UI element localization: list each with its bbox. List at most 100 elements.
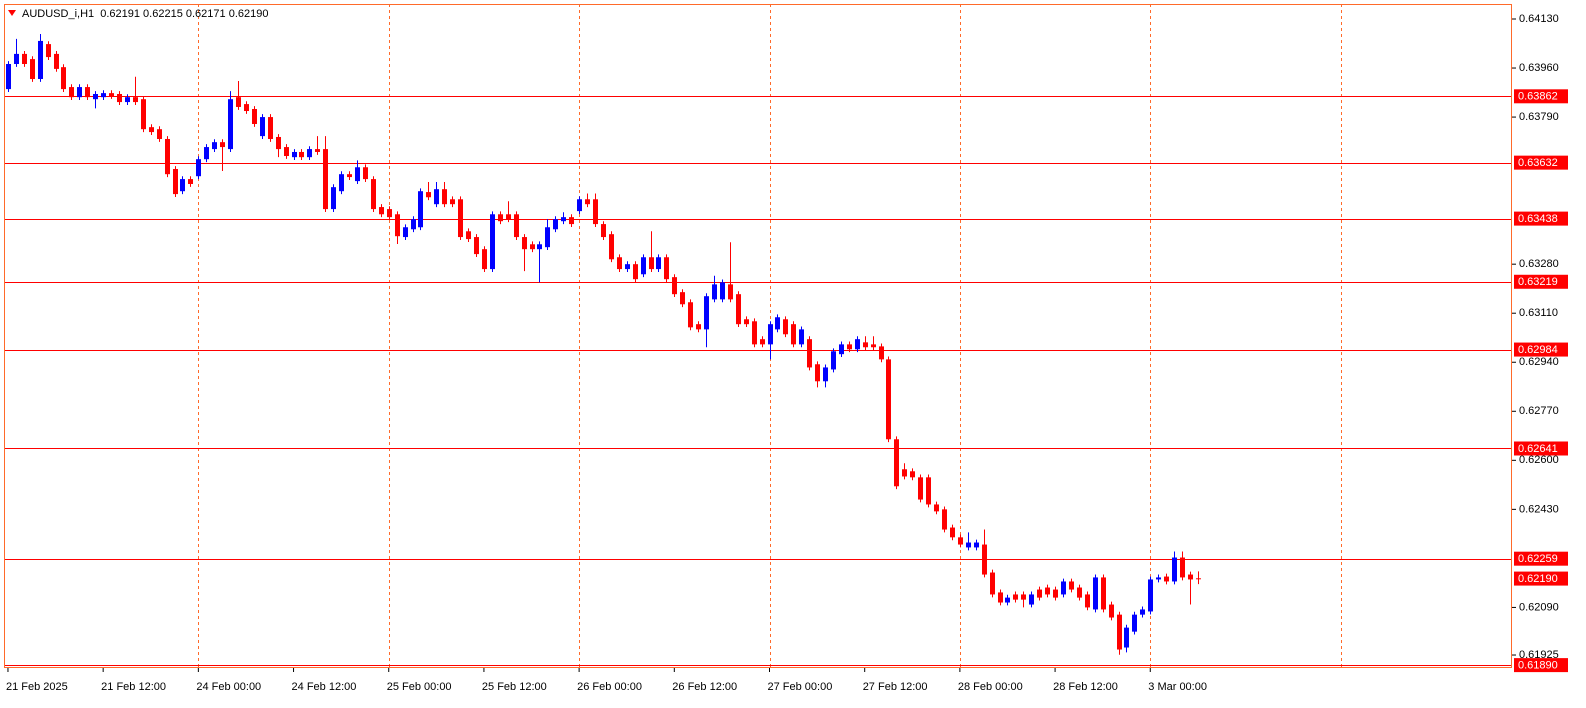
candle-body xyxy=(775,317,780,330)
candle-body xyxy=(1124,627,1129,648)
candle-body xyxy=(688,302,693,328)
y-tick-label: 0.63960 xyxy=(1519,62,1559,74)
candle-body xyxy=(244,104,249,112)
y-tick-label: 0.62770 xyxy=(1519,405,1559,417)
y-tick-label: 0.62600 xyxy=(1519,454,1559,466)
candle-body xyxy=(418,191,423,228)
x-tick-label: 27 Feb 00:00 xyxy=(768,681,833,693)
candle-body xyxy=(902,469,907,477)
candle-body xyxy=(339,174,344,192)
x-tick-label: 28 Feb 00:00 xyxy=(958,681,1023,693)
candle-body xyxy=(1101,577,1106,610)
candle-body xyxy=(1140,609,1145,615)
candle-body xyxy=(807,339,812,368)
candle-body xyxy=(85,87,90,98)
candle-body xyxy=(823,367,828,382)
candle-body xyxy=(958,537,963,545)
candle-body xyxy=(109,93,114,97)
candle-body xyxy=(1164,576,1169,582)
level-layer xyxy=(4,96,1512,666)
x-tick-label: 25 Feb 00:00 xyxy=(387,681,452,693)
candle-body xyxy=(299,151,304,158)
candle-body xyxy=(617,257,622,270)
candle-body xyxy=(236,97,241,107)
price-tag-label: 0.63438 xyxy=(1518,213,1558,225)
candle-body xyxy=(125,97,130,103)
candle-body xyxy=(815,364,820,382)
candle-body xyxy=(942,509,947,530)
candle-body xyxy=(387,209,392,218)
price-tag-label: 0.62984 xyxy=(1518,344,1558,356)
candle-body xyxy=(1196,578,1201,580)
candle-layer xyxy=(6,33,1201,655)
candle-body xyxy=(1021,594,1026,600)
candle-body xyxy=(133,97,138,103)
candle-body xyxy=(1093,577,1098,610)
candle-body xyxy=(577,199,582,212)
candle-body xyxy=(1045,587,1050,595)
price-tag-label: 0.62259 xyxy=(1518,553,1558,565)
candle-body xyxy=(426,192,431,198)
candle-body xyxy=(458,199,463,238)
candle-body xyxy=(791,324,796,345)
candle-body xyxy=(14,53,19,64)
x-tick-label: 24 Feb 12:00 xyxy=(292,681,357,693)
candle-body xyxy=(1085,594,1090,608)
candle-body xyxy=(934,504,939,512)
x-tick-label: 25 Feb 12:00 xyxy=(482,681,547,693)
candle-body xyxy=(482,249,487,270)
candle-body xyxy=(696,324,701,330)
candle-body xyxy=(720,282,725,300)
candle-body xyxy=(1148,579,1153,612)
candle-body xyxy=(736,294,741,325)
price-tag xyxy=(1514,342,1568,357)
price-tag-label: 0.63219 xyxy=(1518,276,1558,288)
candle-body xyxy=(879,346,884,360)
candle-body xyxy=(768,324,773,345)
candle-body xyxy=(30,59,35,79)
candle-body xyxy=(276,136,281,150)
y-tick-label: 0.63280 xyxy=(1519,258,1559,270)
candle-body xyxy=(839,344,844,355)
candle-body xyxy=(950,527,955,538)
price-tag-label: 0.62190 xyxy=(1518,573,1558,585)
candle-body xyxy=(966,542,971,548)
candle-body xyxy=(1005,597,1010,603)
candle-body xyxy=(752,321,757,345)
candle-body xyxy=(61,67,66,90)
candle-body xyxy=(990,572,995,595)
candle-body xyxy=(1053,589,1058,598)
candle-body xyxy=(6,63,11,90)
candle-body xyxy=(411,219,416,230)
candle-body xyxy=(514,214,519,238)
candle-body xyxy=(886,359,891,440)
candle-body xyxy=(315,149,320,152)
candle-body xyxy=(141,99,146,130)
x-tick-label: 21 Feb 2025 xyxy=(6,681,68,693)
candle-body xyxy=(1109,604,1114,618)
candle-body xyxy=(38,40,43,79)
candle-body xyxy=(466,231,471,240)
candle-body xyxy=(403,227,408,238)
candle-body xyxy=(831,351,836,370)
x-tick-label: 26 Feb 00:00 xyxy=(577,681,642,693)
candle-body xyxy=(1029,594,1034,605)
candle-body xyxy=(593,199,598,225)
price-tag-label: 0.62641 xyxy=(1518,443,1558,455)
candle-body xyxy=(165,138,170,175)
candle-body xyxy=(585,199,590,205)
candle-body xyxy=(323,149,328,210)
y-tick-label: 0.62940 xyxy=(1519,356,1559,368)
x-tick-label: 27 Feb 12:00 xyxy=(863,681,928,693)
price-tag xyxy=(1514,658,1568,673)
candle-body xyxy=(188,179,193,184)
x-tick-label: 28 Feb 12:00 xyxy=(1053,681,1118,693)
chart-title: AUDUSD_i,H1 0.62191 0.62215 0.62171 0.62… xyxy=(22,8,268,20)
candle-body xyxy=(355,167,360,182)
price-tag-label: 0.61890 xyxy=(1518,660,1558,672)
candle-body xyxy=(530,244,535,250)
candle-body xyxy=(180,179,185,192)
candle-body xyxy=(1077,587,1082,598)
